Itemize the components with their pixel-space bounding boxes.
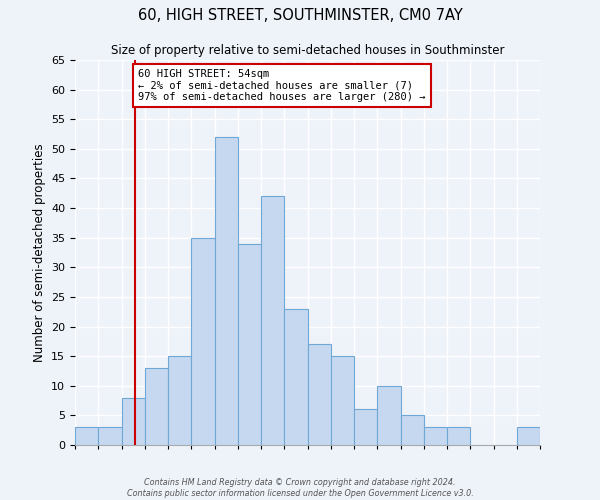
Bar — [424, 427, 447, 445]
Bar — [145, 368, 168, 445]
Bar — [517, 427, 540, 445]
Title: Size of property relative to semi-detached houses in Southminster: Size of property relative to semi-detach… — [111, 44, 504, 58]
Bar — [98, 427, 121, 445]
Bar — [238, 244, 261, 445]
Bar — [121, 398, 145, 445]
Bar — [261, 196, 284, 445]
Bar — [377, 386, 401, 445]
Text: 60 HIGH STREET: 54sqm
← 2% of semi-detached houses are smaller (7)
97% of semi-d: 60 HIGH STREET: 54sqm ← 2% of semi-detac… — [138, 69, 426, 102]
Bar — [284, 309, 308, 445]
Bar — [75, 427, 98, 445]
Bar — [168, 356, 191, 445]
Y-axis label: Number of semi-detached properties: Number of semi-detached properties — [32, 143, 46, 362]
Bar — [191, 238, 215, 445]
Text: 60, HIGH STREET, SOUTHMINSTER, CM0 7AY: 60, HIGH STREET, SOUTHMINSTER, CM0 7AY — [137, 8, 463, 22]
Bar — [401, 416, 424, 445]
Bar — [215, 137, 238, 445]
Text: Contains HM Land Registry data © Crown copyright and database right 2024.
Contai: Contains HM Land Registry data © Crown c… — [127, 478, 473, 498]
Bar — [354, 410, 377, 445]
Bar — [331, 356, 354, 445]
Bar — [447, 427, 470, 445]
Bar — [308, 344, 331, 445]
